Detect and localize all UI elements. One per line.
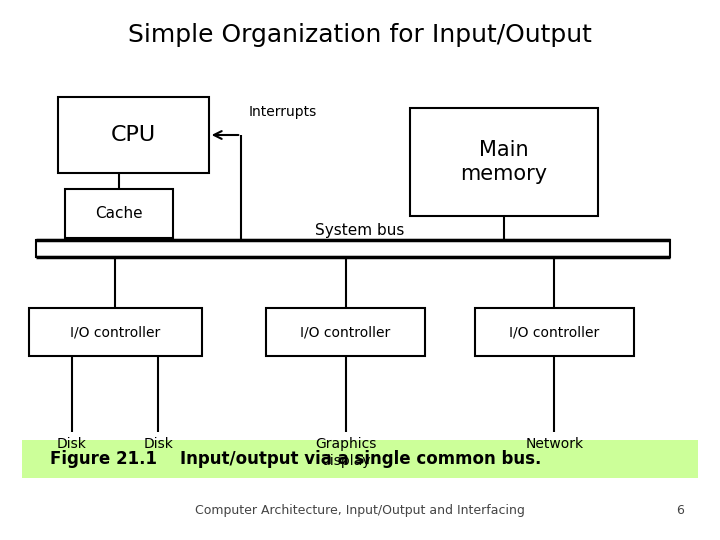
- FancyBboxPatch shape: [36, 240, 670, 256]
- FancyBboxPatch shape: [58, 97, 209, 173]
- Text: I/O controller: I/O controller: [70, 325, 161, 339]
- Text: 6: 6: [676, 504, 684, 517]
- Text: CPU: CPU: [111, 125, 156, 145]
- Text: I/O controller: I/O controller: [509, 325, 600, 339]
- Text: I/O controller: I/O controller: [300, 325, 391, 339]
- FancyBboxPatch shape: [22, 440, 698, 478]
- Text: Disk: Disk: [57, 437, 87, 451]
- Text: Main
memory: Main memory: [460, 140, 548, 184]
- Text: Simple Organization for Input/Output: Simple Organization for Input/Output: [128, 23, 592, 47]
- FancyBboxPatch shape: [266, 308, 425, 356]
- Text: Disk: Disk: [143, 437, 174, 451]
- Text: Network: Network: [526, 437, 583, 451]
- FancyBboxPatch shape: [29, 308, 202, 356]
- Text: System bus: System bus: [315, 222, 405, 238]
- FancyBboxPatch shape: [410, 108, 598, 216]
- Text: Cache: Cache: [95, 206, 143, 221]
- Text: Graphics
display: Graphics display: [315, 437, 377, 468]
- Text: Interrupts: Interrupts: [248, 105, 317, 119]
- FancyBboxPatch shape: [475, 308, 634, 356]
- FancyBboxPatch shape: [65, 189, 173, 238]
- Text: Computer Architecture, Input/Output and Interfacing: Computer Architecture, Input/Output and …: [195, 504, 525, 517]
- Text: Figure 21.1    Input/output via a single common bus.: Figure 21.1 Input/output via a single co…: [50, 450, 541, 468]
